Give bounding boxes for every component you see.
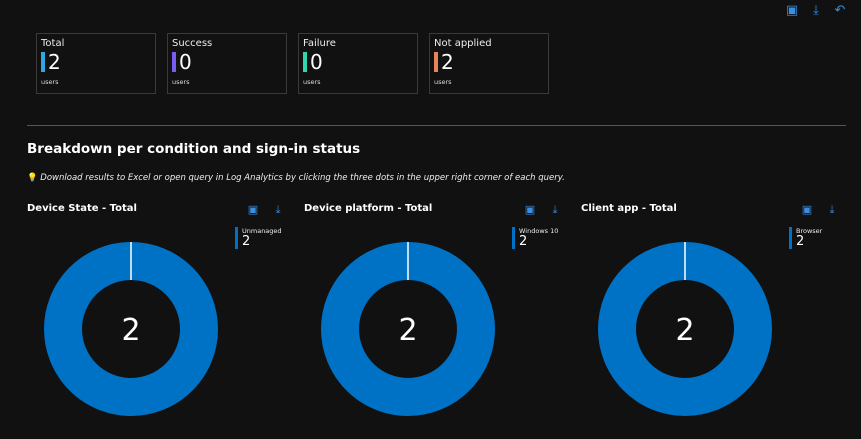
donut-center-value: 2 <box>675 313 694 348</box>
hint-text: 💡 Download results to Excel or open quer… <box>27 173 565 183</box>
tile-total[interactable]: Total 2 users <box>36 33 156 94</box>
tile-color-bar <box>41 52 45 72</box>
tile-unit: users <box>434 78 452 86</box>
tile-color-bar <box>303 52 307 72</box>
tile-label: Success <box>172 38 213 49</box>
summary-tiles: Total 2 users Success 0 users Failure 0 users … <box>36 33 549 94</box>
donut-chart: 2 <box>598 242 772 416</box>
legend-label: Browser <box>796 227 823 235</box>
donut-chart: 2 <box>321 242 495 416</box>
section-title: Breakdown per condition and sign-in stat… <box>27 141 361 157</box>
tile-failure[interactable]: Failure 0 users <box>298 33 418 94</box>
tile-label: Failure <box>303 38 336 49</box>
pin-icon[interactable]: ▣ <box>524 203 536 216</box>
legend-label: Unmanaged <box>242 227 282 235</box>
chart-title: Client app - Total <box>581 203 677 214</box>
chart-title: Device platform - Total <box>304 203 433 214</box>
tile-value: 2 <box>48 50 61 74</box>
chart-device-platform: Device platform - Total ▣ ⤓ Windows 10 2 2 <box>304 203 574 433</box>
donut-center-value: 2 <box>121 313 140 348</box>
tile-unit: users <box>303 78 321 86</box>
tile-value: 0 <box>310 50 323 74</box>
pin-icon[interactable]: ▣ <box>785 3 799 18</box>
download-icon[interactable]: ⤓ <box>552 203 558 216</box>
tile-unit: users <box>172 78 190 86</box>
tile-success[interactable]: Success 0 users <box>167 33 287 94</box>
chart-title: Device State - Total <box>27 203 137 214</box>
pin-icon[interactable]: ▣ <box>801 203 813 216</box>
toolbar: ▣ ⤓ ↶ <box>785 4 847 18</box>
donut-chart: 2 <box>44 242 218 416</box>
pin-icon[interactable]: ▣ <box>247 203 259 216</box>
lightbulb-icon: 💡 <box>27 173 38 183</box>
donut-center-value: 2 <box>398 313 417 348</box>
divider <box>27 125 846 126</box>
legend-item[interactable]: Unmanaged 2 <box>235 227 282 249</box>
tile-value: 0 <box>179 50 192 74</box>
download-icon[interactable]: ⤓ <box>275 203 281 216</box>
legend-value: 2 <box>242 234 251 249</box>
tile-label: Total <box>41 38 65 49</box>
hint-message: Download results to Excel or open query … <box>40 173 565 183</box>
legend-item[interactable]: Browser 2 <box>789 227 822 249</box>
tile-color-bar <box>172 52 176 72</box>
tile-unit: users <box>41 78 59 86</box>
download-icon[interactable]: ⤓ <box>829 203 835 216</box>
legend-item[interactable]: Windows 10 2 <box>512 227 558 249</box>
tile-value: 2 <box>441 50 454 74</box>
tile-color-bar <box>434 52 438 72</box>
legend-value: 2 <box>796 234 805 249</box>
chart-device-state: Device State - Total ▣ ⤓ Unmanaged 2 2 <box>27 203 297 433</box>
download-icon[interactable]: ⤓ <box>813 3 819 18</box>
legend-value: 2 <box>519 234 528 249</box>
refresh-icon[interactable]: ↶ <box>834 3 846 18</box>
tile-label: Not applied <box>434 38 492 49</box>
tile-not-applied[interactable]: Not applied 2 users <box>429 33 549 94</box>
legend-label: Windows 10 <box>519 227 559 235</box>
chart-client-app: Client app - Total ▣ ⤓ Browser 2 2 <box>581 203 851 433</box>
